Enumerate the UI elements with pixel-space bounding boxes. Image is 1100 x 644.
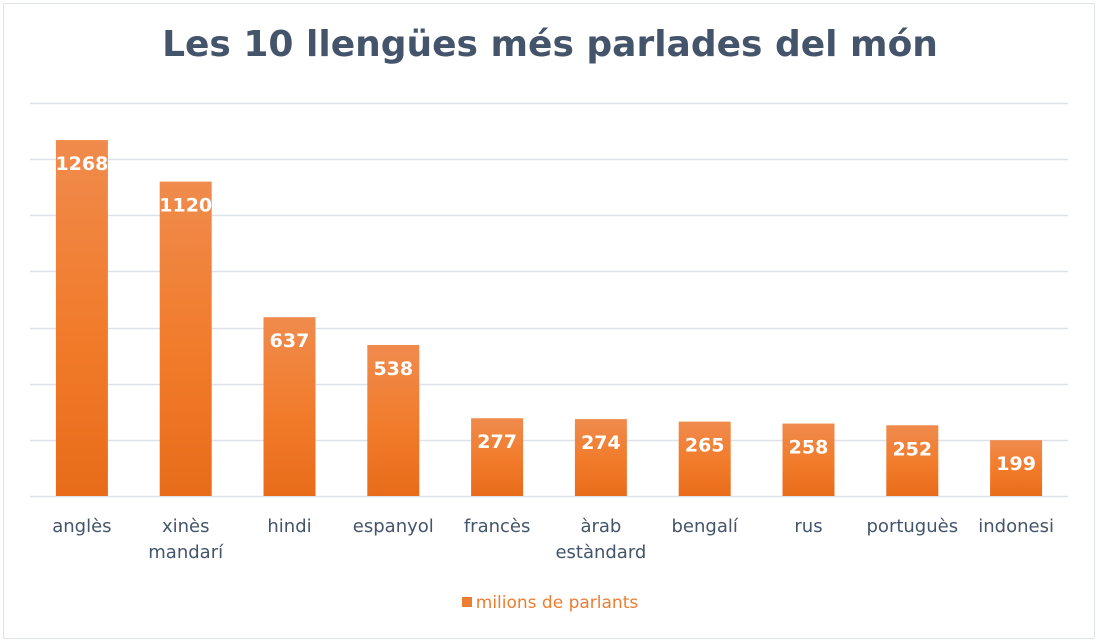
bar [678, 421, 731, 496]
data-label: 258 [789, 437, 829, 459]
bar [886, 425, 939, 496]
data-label: 252 [892, 438, 932, 460]
category-label: anglès [52, 516, 111, 537]
data-label: 538 [373, 358, 413, 380]
bars [55, 140, 1043, 496]
bar [990, 440, 1043, 496]
data-label: 1120 [159, 195, 212, 217]
category-label: indonesi [978, 516, 1054, 537]
bar [782, 423, 835, 496]
data-label: 274 [581, 432, 621, 454]
bar [471, 418, 524, 496]
data-label: 277 [477, 431, 517, 453]
legend-swatch [461, 597, 472, 607]
category-label: portuguès [867, 516, 959, 537]
category-label: hindi [267, 516, 311, 537]
bar [574, 419, 627, 496]
chart-title: Les 10 llengües més parlades del món [162, 24, 938, 65]
category-label: mandarí [148, 542, 224, 563]
bar [367, 344, 420, 496]
category-label: xinès [162, 516, 210, 537]
data-label: 199 [996, 453, 1036, 475]
bar [55, 140, 108, 496]
data-label: 637 [270, 330, 310, 352]
category-label: estàndard [555, 542, 646, 563]
legend-label: milions de parlants [475, 593, 639, 613]
category-label: àrab [580, 516, 621, 537]
data-label: 1268 [55, 153, 108, 175]
legend: milions de parlants [0, 593, 1100, 613]
category-label: francès [464, 516, 531, 537]
bar [263, 317, 316, 496]
category-label: espanyol [353, 516, 434, 537]
data-labels: 1268 1120 637 538 277 274 265 258 252 199 [55, 153, 1035, 475]
bar [159, 181, 212, 496]
data-label: 265 [685, 435, 725, 457]
category-label: bengalí [672, 516, 739, 537]
category-label: rus [794, 516, 822, 537]
category-labels: anglès xinès mandarí hindi espanyol francès àr… [52, 516, 1054, 563]
